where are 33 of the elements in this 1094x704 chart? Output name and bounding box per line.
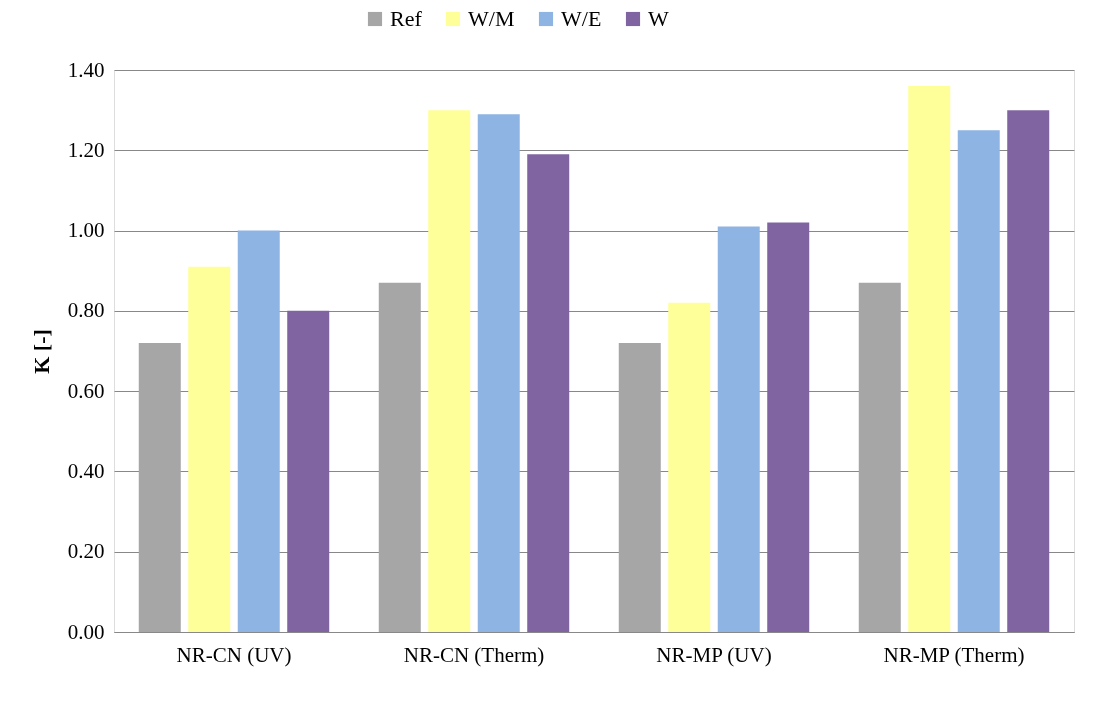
bar <box>908 86 951 632</box>
bar <box>1007 110 1050 632</box>
bar <box>858 282 901 632</box>
y-tick-label: 1.20 <box>67 137 105 162</box>
x-tick-label: NR-CN (Therm) <box>403 642 545 667</box>
bar <box>138 342 181 632</box>
bar <box>428 110 471 632</box>
bar <box>957 130 1000 632</box>
bar <box>527 154 570 632</box>
bar <box>618 342 661 632</box>
legend-label: W/E <box>561 6 602 31</box>
y-tick-label: 0.80 <box>67 298 105 323</box>
x-tick-label: NR-MP (Therm) <box>883 642 1025 667</box>
bar <box>717 226 760 632</box>
y-tick-label: 1.00 <box>67 218 105 243</box>
legend-label: Ref <box>390 6 423 31</box>
bar <box>668 302 711 632</box>
bar <box>477 114 520 632</box>
legend-label: W/M <box>468 6 515 31</box>
y-tick-label: 0.40 <box>67 458 105 483</box>
y-tick-label: 0.60 <box>67 378 105 403</box>
bar <box>188 266 231 632</box>
y-tick-label: 1.40 <box>67 57 105 82</box>
y-tick-label: 0.20 <box>67 539 105 564</box>
legend-label: W <box>648 6 669 31</box>
bar <box>237 230 280 632</box>
bar <box>378 282 421 632</box>
y-tick-label: 0.00 <box>67 619 105 644</box>
x-tick-label: NR-CN (UV) <box>176 642 292 667</box>
bar <box>287 310 330 632</box>
bar <box>767 222 810 632</box>
x-tick-label: NR-MP (UV) <box>656 642 772 667</box>
y-axis-title: K [-] <box>28 329 54 374</box>
